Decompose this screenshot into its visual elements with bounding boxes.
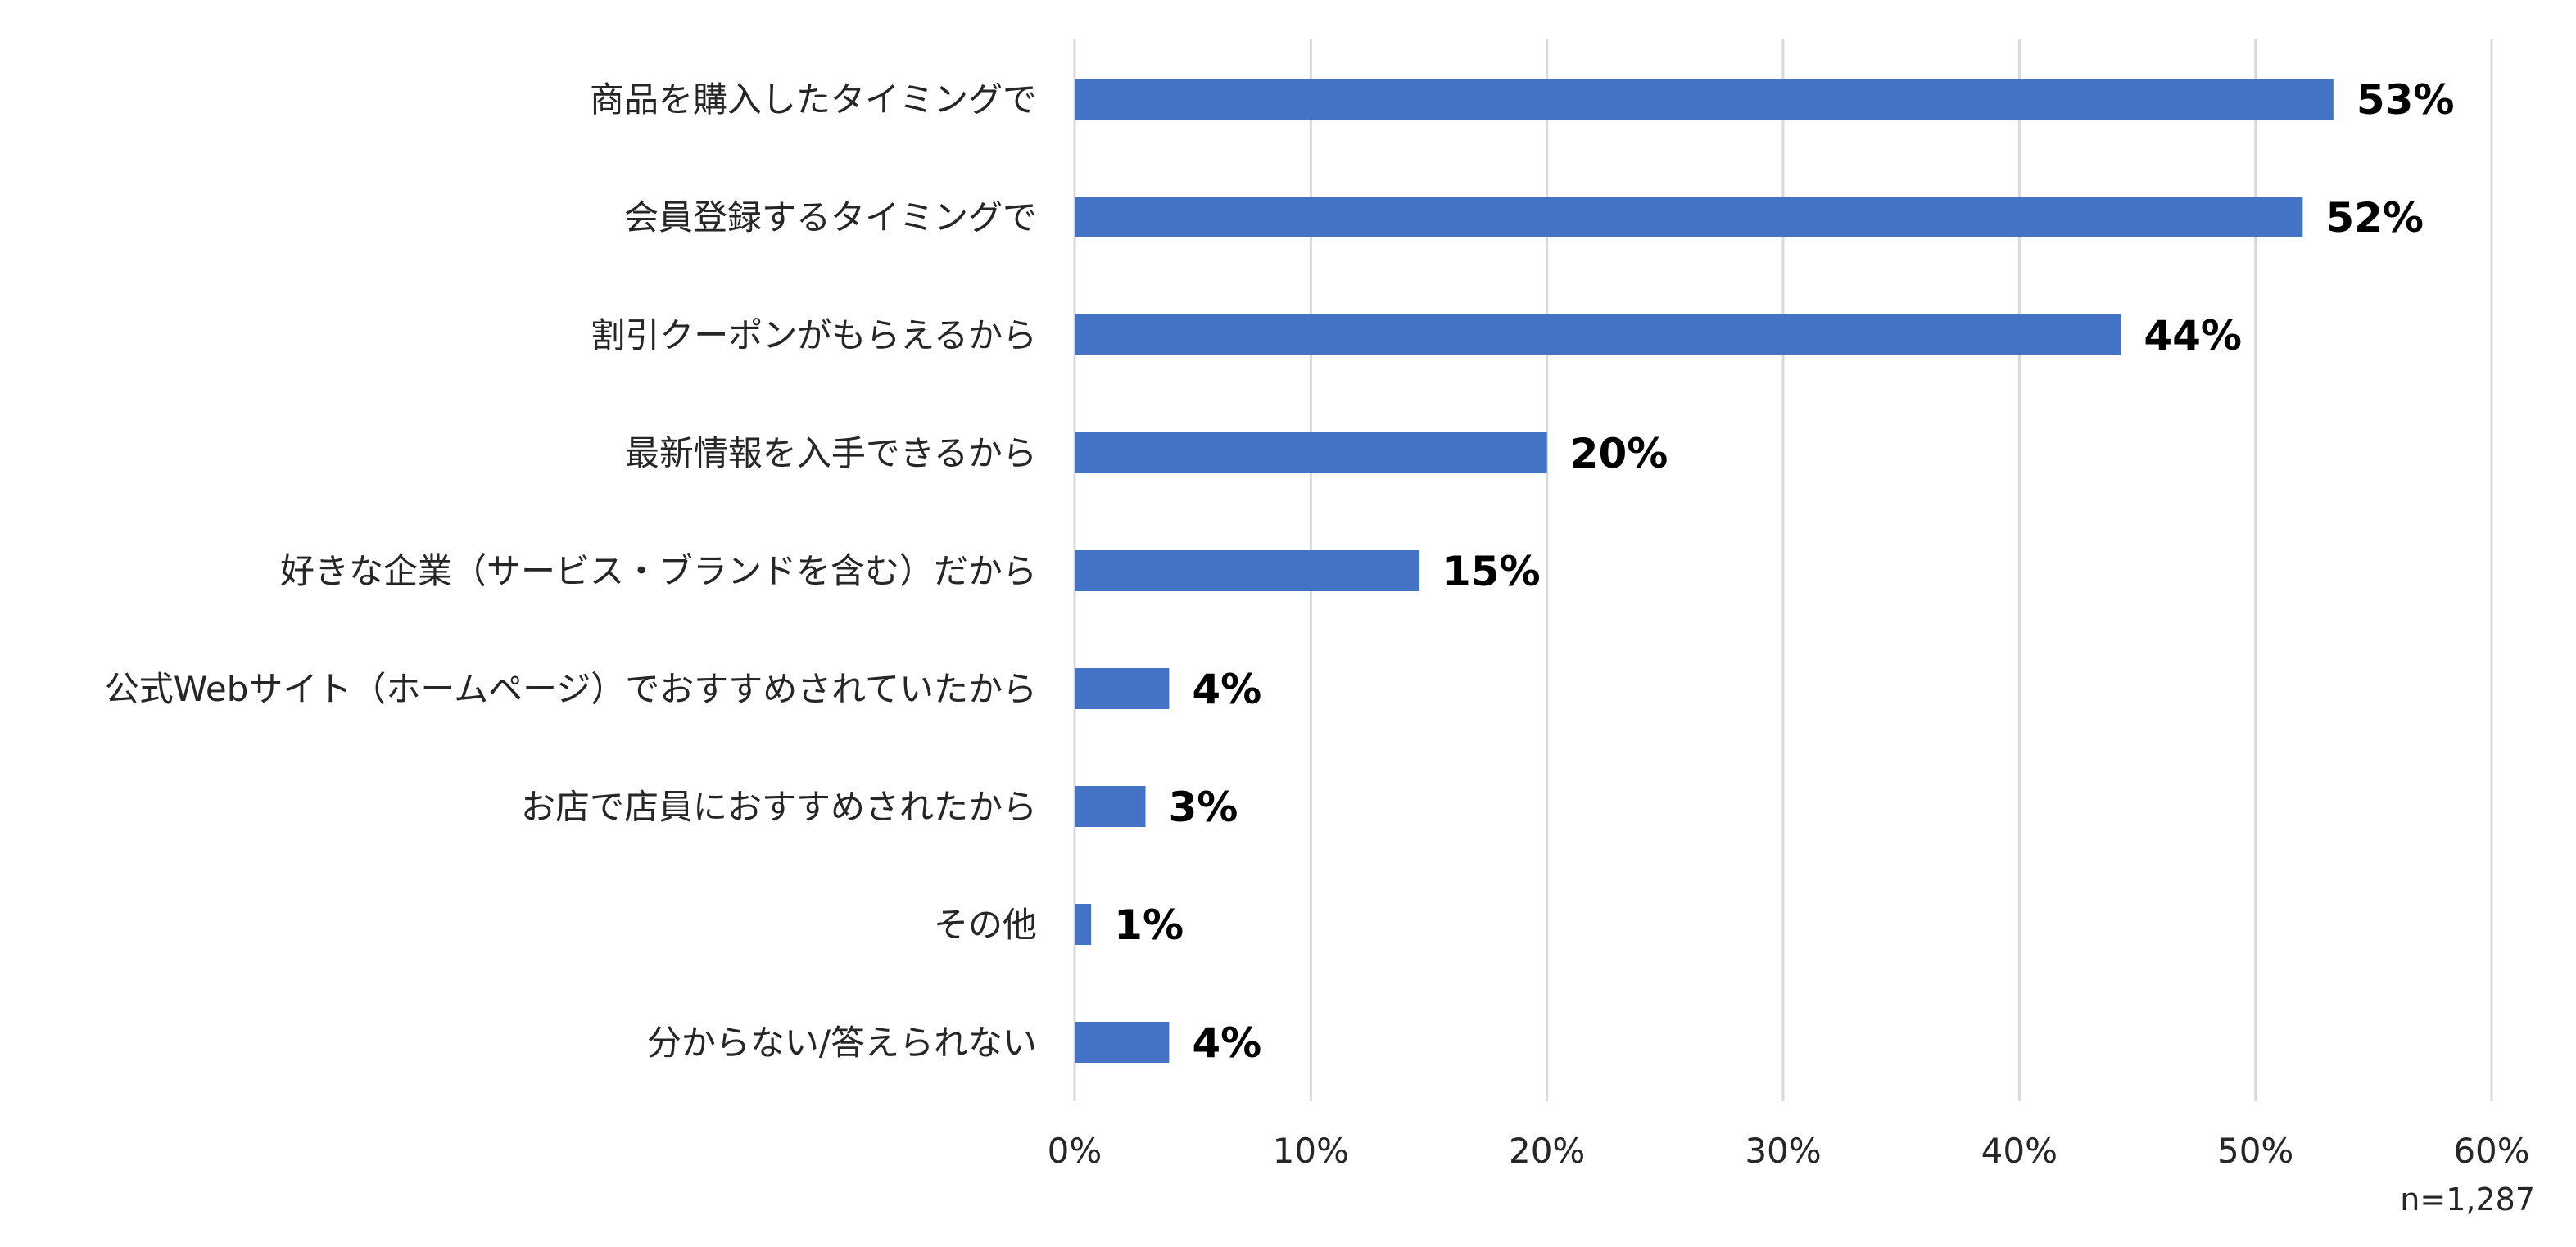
data-label: 15% <box>1442 548 1541 595</box>
category-label: お店で店員におすすめされたから <box>521 787 1037 827</box>
category-label: 好きな企業（サービス・ブランドを含む）だから <box>280 551 1037 591</box>
bar-5 <box>1075 668 1170 709</box>
data-label: 53% <box>2356 76 2455 124</box>
category-label: その他 <box>934 905 1037 945</box>
data-label: 4% <box>1192 1019 1261 1067</box>
x-axis-tick-labels: 0% 10% 20% 30% 40% 50% 60% <box>1048 1131 2530 1171</box>
data-label: 1% <box>1114 901 1184 949</box>
bar-8 <box>1075 1022 1170 1063</box>
x-tick-label: 30% <box>1745 1131 1821 1171</box>
x-tick-label: 0% <box>1048 1131 1102 1171</box>
bar-3 <box>1075 432 1547 473</box>
x-tick-label: 60% <box>2453 1131 2529 1171</box>
category-label: 割引クーポンがもらえるから <box>591 315 1037 355</box>
category-labels: 商品を購入したタイミングで会員登録するタイミングで割引クーポンがもらえるから最新… <box>105 79 1037 1063</box>
bar-7 <box>1075 904 1092 945</box>
x-tick-label: 20% <box>1509 1131 1585 1171</box>
bar-0 <box>1075 79 2334 120</box>
sample-size-note: n=1,287 <box>2400 1181 2535 1218</box>
bar-2 <box>1075 314 2121 355</box>
category-label: 商品を購入したタイミングで <box>590 79 1037 120</box>
bar-1 <box>1075 197 2303 237</box>
data-label: 4% <box>1192 666 1261 713</box>
x-tick-label: 10% <box>1273 1131 1349 1171</box>
bar-6 <box>1075 786 1146 827</box>
x-tick-label: 50% <box>2217 1131 2293 1171</box>
data-label: 3% <box>1169 784 1238 831</box>
data-label: 52% <box>2325 194 2424 242</box>
bars <box>1075 79 2334 1063</box>
data-labels: 53% 52% 44% 20% 15% 4% 3% 1% 4% <box>1114 76 2454 1067</box>
data-label: 20% <box>1570 430 1668 477</box>
bar-4 <box>1075 550 1419 591</box>
category-label: 分からない/答えられない <box>647 1023 1037 1063</box>
category-label: 最新情報を入手できるから <box>625 433 1037 473</box>
data-label: 44% <box>2144 312 2242 359</box>
x-tick-label: 40% <box>1981 1131 2058 1171</box>
category-label: 公式Webサイト（ホームページ）でおすすめされていたから <box>105 669 1037 709</box>
category-label: 会員登録するタイミングで <box>624 197 1037 237</box>
